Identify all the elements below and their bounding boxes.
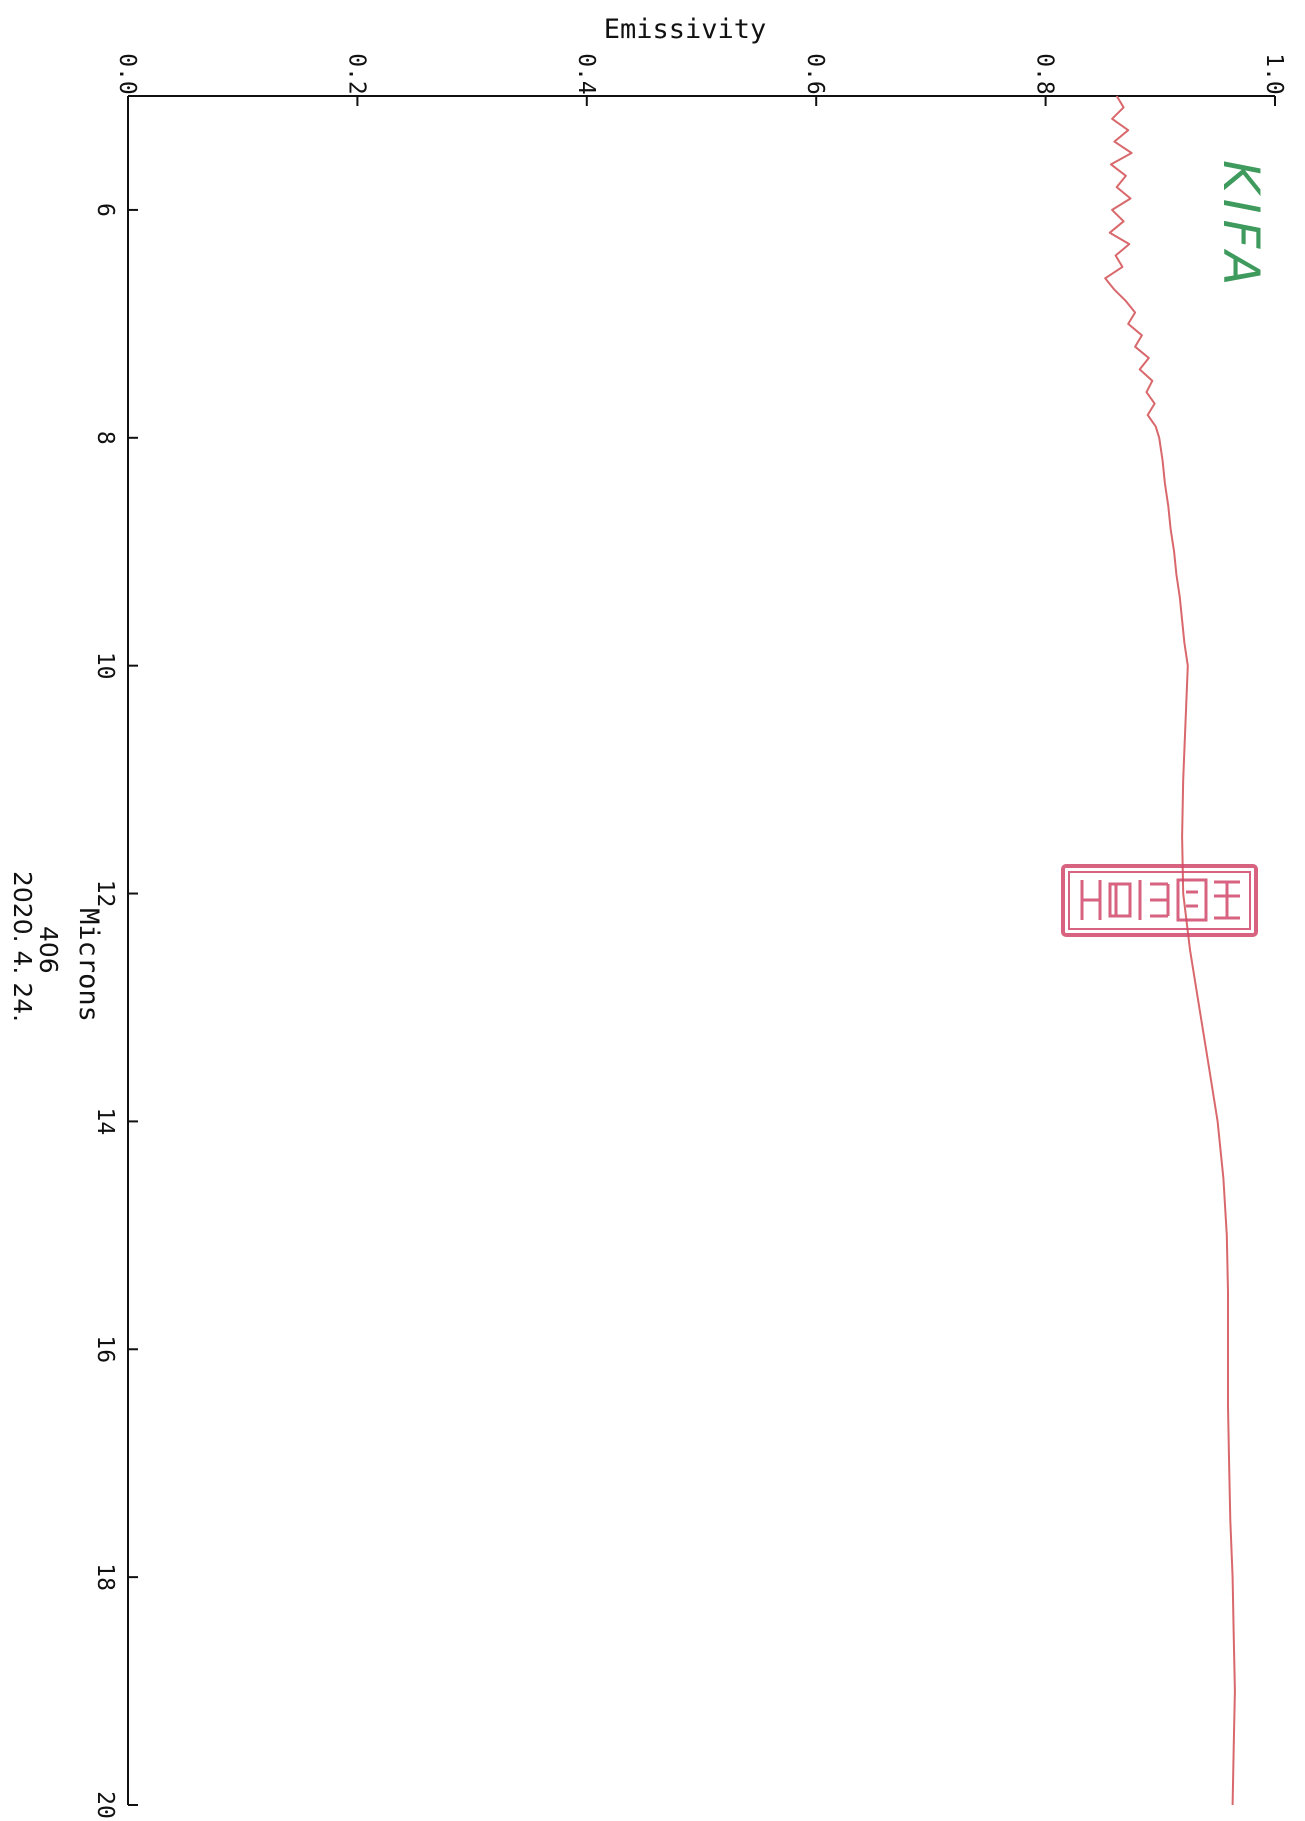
stamp-glyphs (1080, 878, 1240, 922)
inspection-stamp (1061, 864, 1258, 937)
y-tick-label: 1.0 (1261, 53, 1287, 95)
x-tick-label: 10 (92, 652, 118, 680)
x-axis-title: Microns (73, 908, 104, 1022)
chart-axes (127, 95, 1275, 1805)
series-line-0 (1104, 95, 1236, 1806)
x-tick-label: 18 (92, 1563, 118, 1591)
x-tick-label: 16 (92, 1335, 118, 1363)
y-tick-label: 0.8 (1032, 53, 1058, 95)
y-axis-title: Emissivity (604, 14, 767, 45)
stamp-inner-border (1068, 871, 1251, 930)
x-tick-label: 12 (92, 880, 118, 908)
y-tick-label: 0.6 (802, 53, 828, 95)
y-tick-label: 0.0 (114, 53, 140, 95)
y-ticks: 0.0 0.2 0.4 0.6 0.8 1.0 (114, 53, 1287, 106)
x-tick-label: 8 (92, 431, 118, 445)
x-tick-label: 14 (92, 1108, 118, 1136)
x-tick-label: 6 (92, 203, 118, 217)
stamp-border (1061, 864, 1258, 937)
test-date: 2020. 4. 24. (8, 871, 37, 1022)
sample-number: 406 (34, 926, 63, 974)
y-tick-label: 0.2 (343, 53, 369, 95)
x-ticks: 6 8 10 12 14 16 18 20 (92, 203, 138, 1819)
series-layer (1104, 95, 1236, 1806)
y-tick-label: 0.4 (573, 53, 599, 95)
x-tick-label: 20 (92, 1791, 118, 1819)
kifa-watermark: KIFA (1212, 160, 1270, 292)
